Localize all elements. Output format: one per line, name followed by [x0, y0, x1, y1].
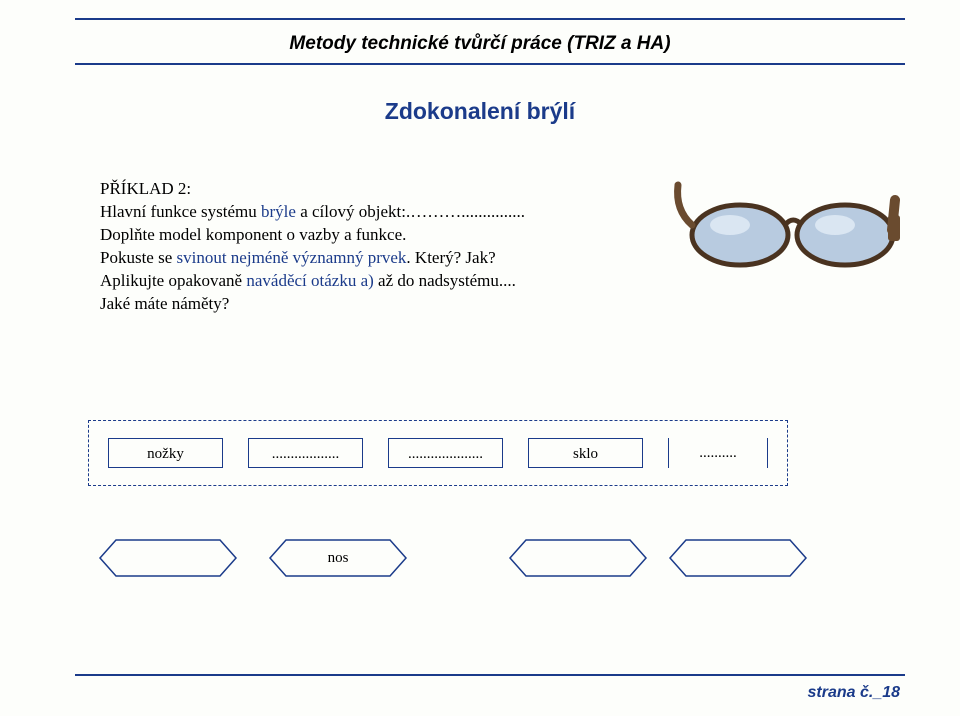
text-line: Jaké máte náměty?: [100, 294, 229, 313]
diagram-box: nožky: [108, 438, 223, 468]
hexagon-node: [668, 538, 808, 578]
example-label: PŘÍKLAD 2:: [100, 179, 191, 198]
component-diagram: nožky .................. ...............…: [88, 420, 888, 620]
hexagon-node: nos: [268, 538, 408, 578]
text-line: Doplňte model komponent o vazby a funkce…: [100, 225, 406, 244]
glasses-illustration: [670, 170, 900, 300]
diagram-box: ..........: [668, 438, 768, 468]
hexagon-node: [508, 538, 648, 578]
hexagon-node: [98, 538, 238, 578]
hex-label: [508, 538, 648, 578]
diagram-box: sklo: [528, 438, 643, 468]
text-fragment: až do nadsystému....: [374, 271, 516, 290]
slide-title: Zdokonalení brýlí: [0, 98, 960, 125]
top-rule: [75, 18, 905, 20]
blue-term: brýle: [261, 202, 296, 221]
blue-term: svinout nejméně významný prvek: [177, 248, 407, 267]
blue-term: naváděcí otázku a): [246, 271, 373, 290]
header-underline: [75, 63, 905, 65]
page-number: strana č._18: [807, 684, 900, 702]
hex-label: nos: [268, 538, 408, 578]
footer-rule: [75, 674, 905, 676]
text-fragment: . Který? Jak?: [406, 248, 495, 267]
hex-label: [98, 538, 238, 578]
diagram-box: ....................: [388, 438, 503, 468]
content-text: PŘÍKLAD 2: Hlavní funkce systému brýle a…: [100, 178, 640, 316]
diagram-box: ..................: [248, 438, 363, 468]
header-title: Metody technické tvůrčí práce (TRIZ a HA…: [0, 33, 960, 55]
text-fragment: a cílový objekt:.………...............: [296, 202, 525, 221]
hex-label: [668, 538, 808, 578]
text-fragment: Aplikujte opakovaně: [100, 271, 246, 290]
text-fragment: Pokuste se: [100, 248, 177, 267]
text-fragment: Hlavní funkce systému: [100, 202, 261, 221]
